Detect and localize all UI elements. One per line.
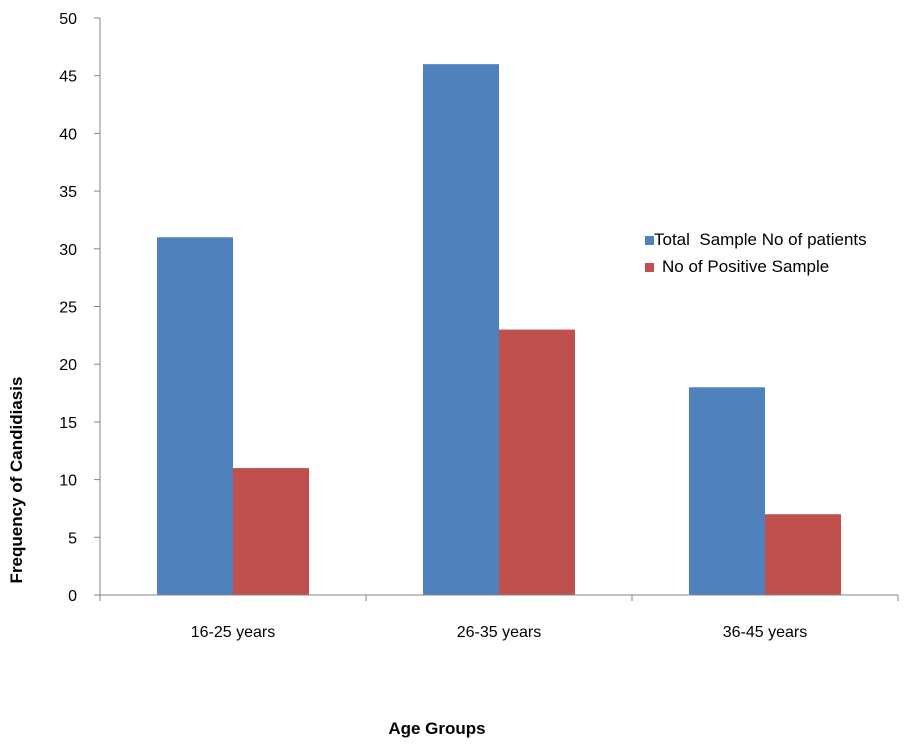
y-tick-label: 40 — [59, 126, 77, 143]
x-axis-title: Age Groups — [388, 719, 485, 738]
y-tick-label: 10 — [59, 473, 77, 490]
legend-swatch-positive — [645, 263, 654, 272]
legend-swatch-total — [645, 236, 654, 245]
bar-total-sample — [157, 237, 233, 595]
legend-label-positive: No of Positive Sample — [662, 257, 829, 276]
y-tick-label: 25 — [59, 300, 77, 317]
y-axis-ticks: 0 5 10 15 20 25 30 35 40 45 50 — [59, 11, 100, 605]
x-tick-label: 26-35 years — [457, 624, 542, 641]
x-tick-label: 36-45 years — [723, 624, 808, 641]
y-tick-label: 30 — [59, 242, 77, 259]
x-axis-labels: 16-25 years 26-35 years 36-45 years — [191, 624, 808, 641]
bar-total-sample — [689, 387, 765, 595]
bar-positive-sample — [499, 329, 575, 595]
y-tick-label: 5 — [68, 530, 77, 547]
legend-label-total: Total Sample No of patients — [654, 230, 867, 249]
y-axis-title: Frequency of Candidiasis — [7, 377, 26, 584]
bars — [157, 64, 841, 595]
y-tick-label: 45 — [59, 69, 77, 86]
bar-positive-sample — [233, 468, 309, 595]
bar-total-sample — [423, 64, 499, 595]
x-tick-label: 16-25 years — [191, 624, 276, 641]
bar-positive-sample — [765, 514, 841, 595]
y-tick-label: 50 — [59, 11, 77, 28]
y-tick-label: 20 — [59, 357, 77, 374]
y-tick-label: 35 — [59, 184, 77, 201]
y-tick-label: 15 — [59, 415, 77, 432]
y-tick-label: 0 — [68, 588, 77, 605]
x-axis-ticks — [99, 595, 899, 601]
legend: Total Sample No of patients No of Positi… — [645, 230, 867, 276]
